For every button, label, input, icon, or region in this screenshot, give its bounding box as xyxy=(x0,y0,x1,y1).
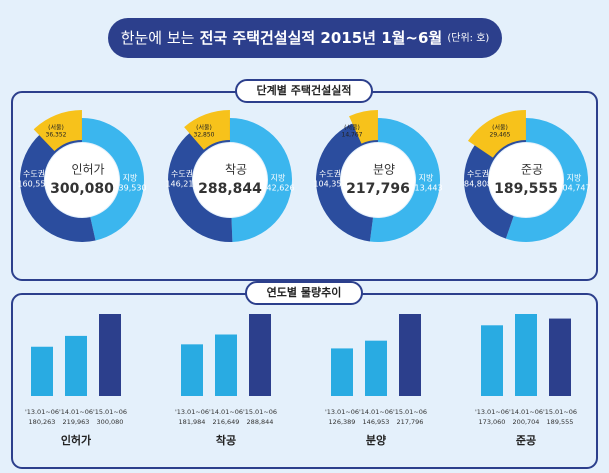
donut-center xyxy=(193,143,267,217)
donut-segment xyxy=(184,110,230,150)
segment-value: 142,626 xyxy=(261,184,294,193)
segment-value: 160,550 xyxy=(17,180,50,189)
bar-value: 200,704 xyxy=(513,418,540,426)
title-bold: 전국 주택건설실적 2015년 1월~6월 xyxy=(200,29,443,47)
center-total: 217,796 xyxy=(346,181,410,197)
donut-center xyxy=(341,143,415,217)
donut-segment xyxy=(505,117,589,243)
bar xyxy=(31,346,53,396)
segment-value: 104,353 xyxy=(313,180,346,189)
section-pill xyxy=(235,79,373,103)
donut-segment xyxy=(167,118,233,242)
center-label: 착공 xyxy=(225,163,247,177)
section-title: 단계별 주택건설실적 xyxy=(257,83,352,97)
bar xyxy=(249,314,271,396)
bar-value: 217,796 xyxy=(397,418,424,426)
bar-group-title: 분양 xyxy=(366,433,386,447)
bar xyxy=(331,348,353,396)
segment-value: 146,218 xyxy=(165,180,198,189)
segment-name: (서울) xyxy=(196,124,212,132)
donut-segment xyxy=(19,118,96,242)
bar-category: '14.01~06 xyxy=(509,408,543,416)
bar-category: '15.01~06 xyxy=(243,408,277,416)
bar xyxy=(481,325,503,396)
donut-segment xyxy=(230,118,292,242)
donut-center xyxy=(45,143,119,217)
donut-segment xyxy=(33,110,82,152)
bar-group-title: 착공 xyxy=(216,433,236,447)
bar xyxy=(365,340,387,396)
bar xyxy=(215,334,237,396)
segment-value: 32,850 xyxy=(194,132,215,139)
title-light: 한눈에 보는 xyxy=(121,29,195,47)
donut-segment xyxy=(467,110,526,158)
bar xyxy=(549,318,571,396)
bar-category: '13.01~06 xyxy=(475,408,509,416)
bar xyxy=(181,344,203,396)
segment-name: 지방 xyxy=(419,173,434,183)
segment-name: 지방 xyxy=(123,173,138,183)
bar-group-title: 인허가 xyxy=(61,433,91,447)
segment-value: 139,530 xyxy=(113,184,146,193)
header-title: 한눈에 보는 전국 주택건설실적 2015년 1월~6월 (단위: 호) xyxy=(121,28,490,47)
segment-value: 113,443 xyxy=(409,184,442,193)
center-label: 인허가 xyxy=(71,163,104,177)
bar-value: 288,844 xyxy=(247,418,274,426)
bar-value: 189,555 xyxy=(547,418,574,426)
segment-value: 36,352 xyxy=(46,132,67,139)
donut-segment xyxy=(369,118,441,243)
bar xyxy=(515,314,537,396)
segment-value: 14,767 xyxy=(342,132,363,139)
segment-name: 지방 xyxy=(567,173,582,183)
segment-name: 수도권 xyxy=(319,169,341,179)
donut-segment xyxy=(316,118,378,242)
segment-name: 수도권 xyxy=(467,169,489,179)
bar xyxy=(65,335,87,396)
bar-value: 219,963 xyxy=(63,418,90,426)
segment-name: 수도권 xyxy=(171,169,193,179)
donut-center xyxy=(489,143,563,217)
segment-name: 수도권 xyxy=(23,169,45,179)
center-label: 분양 xyxy=(373,163,395,177)
header-banner xyxy=(108,18,502,58)
bar-category: '13.01~06 xyxy=(325,408,359,416)
bar-value: 181,984 xyxy=(179,418,206,426)
segment-name: (서울) xyxy=(48,124,64,132)
bar-value: 180,263 xyxy=(29,418,56,426)
bar-value: 146,953 xyxy=(363,418,390,426)
segment-value: 84,808 xyxy=(464,180,492,189)
bar-value: 216,649 xyxy=(213,418,240,426)
bar xyxy=(99,314,121,396)
section-pill xyxy=(245,281,363,305)
bar-category: '13.01~06 xyxy=(25,408,59,416)
segment-name: (서울) xyxy=(492,124,508,132)
bar-category: '15.01~06 xyxy=(543,408,577,416)
title-unit: (단위: 호) xyxy=(447,31,489,44)
segment-name: 지방 xyxy=(271,173,286,183)
center-total: 288,844 xyxy=(198,181,262,197)
bar-group-title: 준공 xyxy=(516,434,536,447)
segment-name: (서울) xyxy=(344,124,360,132)
bar-value: 300,080 xyxy=(97,418,124,426)
bar-category: '14.01~06 xyxy=(209,408,243,416)
donut-segment xyxy=(349,110,378,144)
bar-category: '15.01~06 xyxy=(93,408,127,416)
section-title: 연도별 물량추이 xyxy=(267,285,342,299)
segment-value: 29,465 xyxy=(490,132,511,139)
bar-category: '13.01~06 xyxy=(175,408,209,416)
segment-value: 104,747 xyxy=(557,184,590,193)
bar-category: '14.01~06 xyxy=(359,408,393,416)
center-total: 189,555 xyxy=(494,181,558,197)
donut-segment xyxy=(82,118,144,241)
bar xyxy=(399,314,421,396)
bar-value: 126,389 xyxy=(329,418,356,426)
bar-category: '14.01~06 xyxy=(59,408,93,416)
center-label: 준공 xyxy=(521,163,543,177)
bar-value: 173,060 xyxy=(479,418,506,426)
bar-category: '15.01~06 xyxy=(393,408,427,416)
center-total: 300,080 xyxy=(50,181,114,197)
